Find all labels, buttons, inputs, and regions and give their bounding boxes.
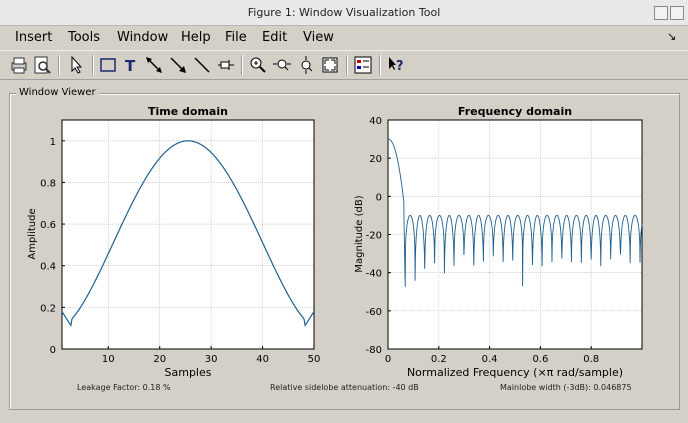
title-bar: Figure 1: Window Visualization Tool	[0, 0, 688, 26]
time-domain-ylabel: Amplitude	[27, 208, 38, 259]
pin-icon[interactable]	[215, 54, 237, 76]
menu-bar: Insert Tools Window Help File Edit View …	[0, 26, 688, 50]
rectangle-icon[interactable]	[97, 54, 119, 76]
td-xtick-label: 30	[205, 354, 218, 365]
frequency-domain-ticks: 0 0.2 0.4 0.6 0.8 -80 -60 -40 -20 0 20 40	[366, 116, 599, 365]
sidelobe-attenuation-text: Relative sidelobe attenuation: -40 dB	[270, 383, 419, 392]
frequency-domain-grid	[388, 120, 642, 349]
time-domain-ticks: 10 20 30 40 50 0 0.2 0.4 0.6 0.8 1	[40, 137, 320, 365]
td-ytick-label: 0.2	[40, 303, 56, 314]
fd-ytick-label: -60	[366, 307, 382, 318]
line-icon[interactable]	[191, 54, 213, 76]
fd-ytick-label: 20	[369, 154, 382, 165]
leakage-factor-text: Leakage Factor: 0.18 %	[77, 383, 171, 392]
pointer-icon[interactable]	[65, 54, 87, 76]
help-icon[interactable]: ?	[385, 54, 407, 76]
time-domain-frame	[61, 119, 315, 350]
time-domain-title: Time domain	[148, 105, 228, 118]
window-viewer-panel	[9, 93, 680, 410]
dock-arrow-icon[interactable]: ↘	[667, 30, 677, 43]
window-title: Figure 1: Window Visualization Tool	[247, 6, 441, 19]
svg-text:T: T	[125, 57, 136, 75]
zoom-x-icon[interactable]	[271, 54, 293, 76]
print-preview-icon[interactable]	[31, 54, 53, 76]
zoom-y-icon[interactable]	[295, 54, 317, 76]
double-arrow-icon[interactable]	[143, 54, 165, 76]
fd-xtick-label: 0	[385, 354, 391, 365]
menu-view[interactable]: View	[303, 30, 334, 45]
frequency-domain-chart: 0 0.2 0.4 0.6 0.8 -80 -60 -40 -20 0 20 40 Frequency…	[354, 105, 643, 379]
td-xtick-label: 20	[153, 354, 166, 365]
legend-icon[interactable]	[352, 54, 374, 76]
menu-file[interactable]: File	[225, 30, 247, 45]
frequency-domain-title: Frequency domain	[458, 105, 572, 118]
arrow-icon[interactable]	[167, 54, 189, 76]
menu-insert[interactable]: Insert	[15, 30, 53, 45]
td-ytick-label: 0.6	[40, 220, 56, 231]
fd-xtick-label: 0.8	[583, 354, 599, 365]
time-domain-series-line	[61, 140, 315, 328]
panel-title: Window Viewer	[16, 87, 99, 98]
toolbar: T ?	[0, 50, 688, 80]
time-domain-plot-area	[62, 120, 314, 349]
time-domain-xlabel: Samples	[165, 366, 212, 379]
frequency-domain-ylabel: Magnitude (dB)	[354, 195, 365, 272]
fd-xtick-label: 0.2	[431, 354, 447, 365]
td-xtick-label: 10	[102, 354, 115, 365]
td-ytick-label: 0.8	[40, 178, 56, 189]
time-domain-chart: 10 20 30 40 50 0 0.2 0.4 0.6 0.8 1 Time domain Sam…	[27, 105, 320, 379]
text-icon[interactable]: T	[120, 54, 142, 76]
fd-xtick-label: 0.4	[482, 354, 498, 365]
frequency-domain-xlabel: Normalized Frequency (×π rad/sample)	[407, 366, 623, 379]
menu-window[interactable]: Window	[117, 30, 169, 45]
fd-ytick-label: -80	[366, 345, 382, 356]
td-ytick-label: 0.4	[40, 262, 56, 273]
fd-ytick-label: -40	[366, 269, 382, 280]
zoom-in-icon[interactable]	[247, 54, 269, 76]
td-ytick-label: 0	[50, 345, 56, 356]
menu-help[interactable]: Help	[181, 30, 211, 45]
td-xtick-label: 40	[256, 354, 269, 365]
fd-ytick-label: -20	[366, 231, 382, 242]
mainlobe-width-text: Mainlobe width (-3dB): 0.046875	[500, 383, 632, 392]
svg-text:?: ?	[396, 59, 404, 74]
menu-edit[interactable]: Edit	[262, 30, 288, 45]
minimize-icon[interactable]	[654, 6, 668, 20]
close-icon[interactable]	[670, 6, 684, 20]
td-ytick-label: 1	[50, 137, 56, 148]
menu-tools[interactable]: Tools	[68, 30, 101, 45]
fd-xtick-label: 0.6	[532, 354, 548, 365]
td-xtick-label: 50	[308, 354, 321, 365]
full-view-icon[interactable]	[319, 54, 341, 76]
fd-ytick-label: 40	[369, 116, 382, 127]
fd-ytick-label: 0	[376, 192, 382, 203]
print-icon[interactable]	[8, 54, 30, 76]
frequency-domain-series-line	[387, 138, 643, 287]
